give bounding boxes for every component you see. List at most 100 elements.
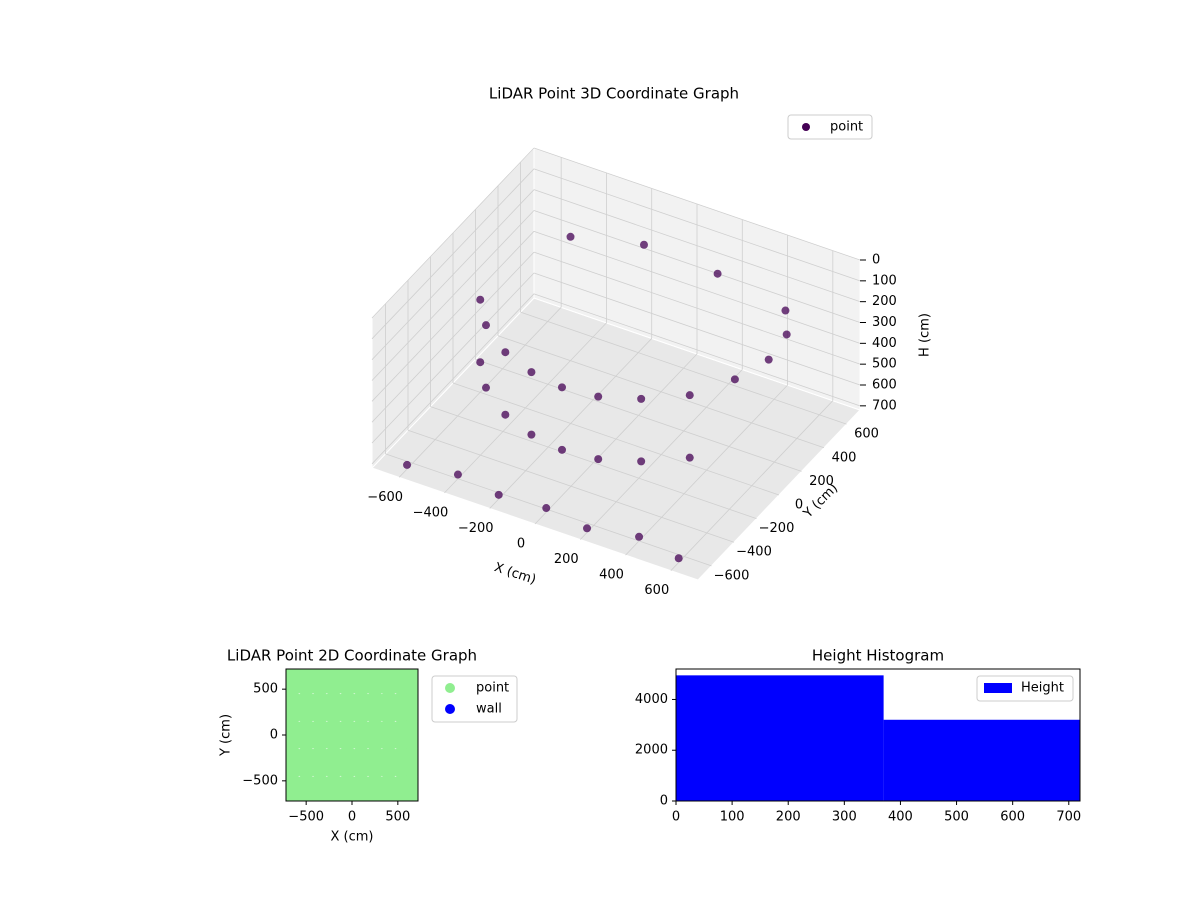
x-tick-label: 500 <box>385 810 410 825</box>
point <box>637 394 646 403</box>
point <box>764 355 773 364</box>
legend-box <box>976 675 1074 702</box>
grid-line <box>533 189 861 303</box>
x-tick-label: −600 <box>367 490 403 505</box>
x-tick-label: 300 <box>832 810 857 825</box>
grid-line <box>533 272 861 386</box>
point <box>396 775 418 801</box>
x-tick-label: 200 <box>776 810 801 825</box>
z-tick-label: 600 <box>872 378 897 393</box>
x-tick-label: 0 <box>348 810 356 825</box>
x-axis-label: X (cm) <box>331 830 374 845</box>
x-tick-label: −200 <box>458 521 494 536</box>
grid-line <box>371 147 535 319</box>
x-axis-label: X (cm) <box>492 560 538 588</box>
legend-label: point <box>476 681 509 696</box>
grid-line <box>533 168 861 282</box>
point <box>476 358 485 367</box>
grid-line <box>533 230 861 344</box>
z-tick-label: 500 <box>872 357 897 372</box>
x-tick-label: −500 <box>288 810 324 825</box>
x-tick-label: 400 <box>888 810 913 825</box>
point <box>566 232 575 241</box>
point <box>558 445 566 454</box>
point <box>396 720 418 750</box>
x-tick-label: 500 <box>944 810 969 825</box>
point <box>583 524 592 533</box>
legend-marker <box>802 123 810 131</box>
legend-box <box>787 114 873 140</box>
point <box>482 321 490 330</box>
x-tick-label: 0 <box>517 537 525 552</box>
grid-line <box>533 293 861 407</box>
point <box>674 554 683 563</box>
grid-line <box>475 359 802 472</box>
y-tick-label: 400 <box>832 450 857 465</box>
point <box>639 240 648 249</box>
grid-line <box>371 210 535 381</box>
point <box>637 457 646 466</box>
point <box>781 306 790 315</box>
y-tick-label: 200 <box>809 474 834 489</box>
chart-title: LiDAR Point 2D Coordinate Graph <box>227 647 477 665</box>
y-tick-label: 2000 <box>635 743 668 758</box>
legend-label: point <box>830 120 863 135</box>
y-tick-label: −600 <box>714 568 750 583</box>
point <box>501 348 510 357</box>
z-tick-label: 400 <box>872 336 897 351</box>
chart-title: LiDAR Point 3D Coordinate Graph <box>489 85 739 103</box>
axes-frame <box>675 668 1081 802</box>
legend-label: wall <box>476 702 502 717</box>
point <box>527 430 536 439</box>
grid-line <box>371 251 535 423</box>
point <box>594 392 603 401</box>
legend-label: Height <box>1021 681 1064 696</box>
x-tick-label: 600 <box>644 583 669 598</box>
bar <box>676 675 884 801</box>
grid-line <box>533 147 861 261</box>
x-tick-label: 0 <box>672 810 680 825</box>
legend-marker <box>445 704 455 714</box>
x-tick-label: 200 <box>554 552 579 567</box>
y-tick-label: 500 <box>253 682 278 697</box>
x-tick-label: −400 <box>413 505 449 520</box>
y-tick-label: 0 <box>795 498 803 513</box>
y-tick-label: −200 <box>759 521 795 536</box>
x-tick-label: 400 <box>599 568 624 583</box>
point <box>501 410 510 419</box>
y-tick-label: 600 <box>854 427 879 442</box>
z-tick-label: 300 <box>872 315 897 330</box>
point <box>453 470 462 479</box>
point <box>403 460 412 469</box>
grid-line <box>371 293 535 465</box>
point <box>558 383 566 392</box>
grid-line <box>430 406 757 519</box>
grid-line <box>407 429 735 543</box>
bar <box>883 719 1080 801</box>
y-tick-label: −400 <box>736 545 772 560</box>
x-tick-label: 600 <box>1000 810 1025 825</box>
grid-line <box>497 335 825 449</box>
point <box>685 453 694 462</box>
x-tick-label: 700 <box>1056 810 1081 825</box>
plot-area <box>286 669 418 801</box>
point <box>527 368 536 377</box>
grid-line <box>371 168 535 340</box>
z-tick-label: 0 <box>872 253 880 268</box>
point <box>396 747 418 778</box>
point <box>730 375 739 384</box>
z-tick-label: 700 <box>872 398 897 413</box>
point <box>396 669 418 695</box>
y-tick-label: 0 <box>270 728 278 743</box>
point <box>542 504 551 513</box>
y-tick-label: 4000 <box>635 692 668 707</box>
point <box>482 383 490 392</box>
grid-line <box>371 231 535 402</box>
legend-marker <box>445 683 455 693</box>
y-axis-label: Y (cm) <box>219 714 234 757</box>
grid-line <box>452 382 780 496</box>
point <box>713 269 722 278</box>
z-axis-label: H (cm) <box>918 313 933 357</box>
grid-line <box>533 251 861 365</box>
